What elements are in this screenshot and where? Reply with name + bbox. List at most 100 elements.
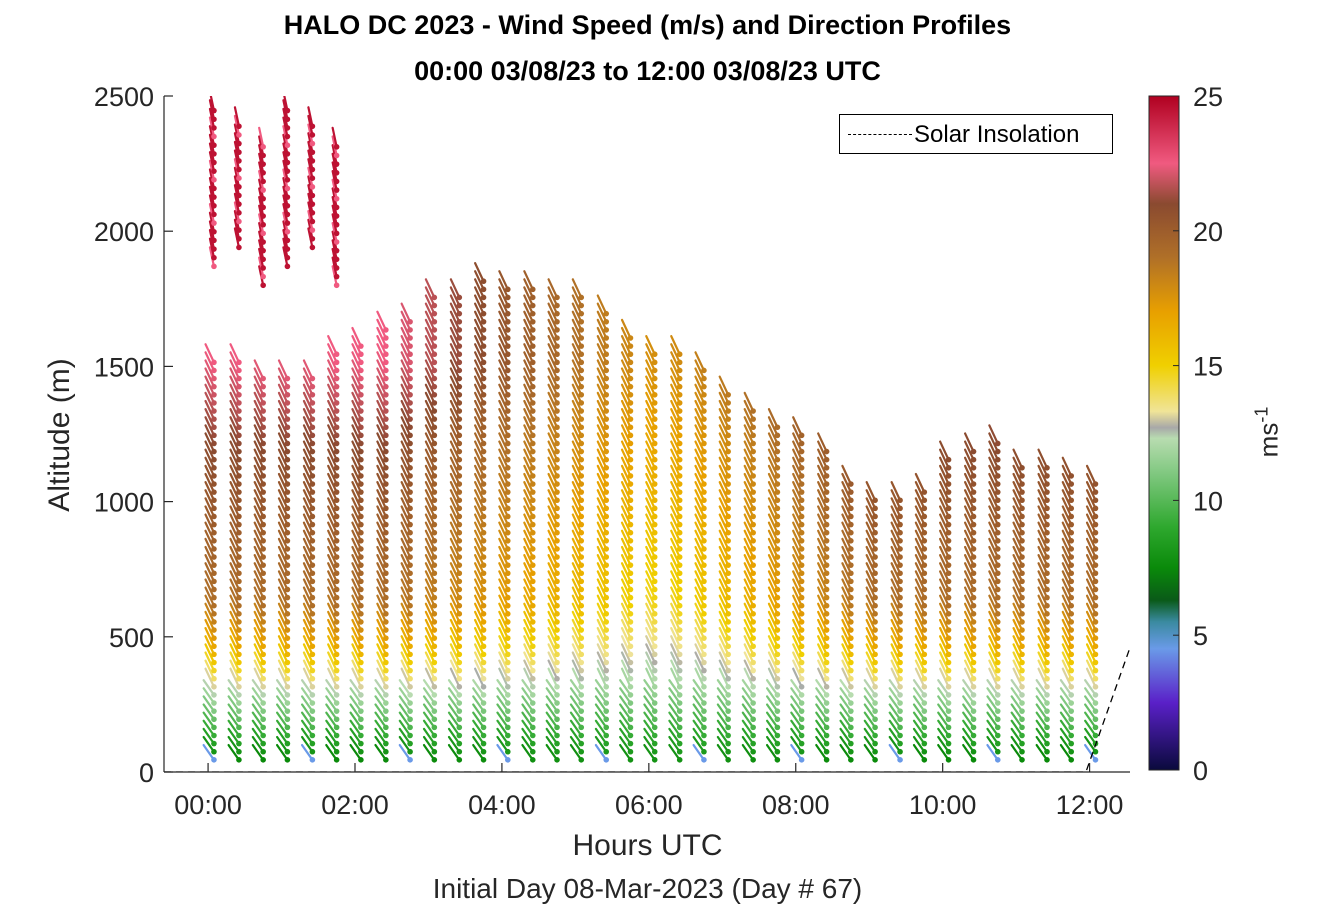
wind-barb-point — [823, 570, 830, 577]
wind-barb-point — [774, 692, 781, 698]
wind-barb — [498, 343, 509, 364]
wind-barb — [498, 318, 509, 340]
wind-barb-point — [774, 546, 781, 552]
wind-barb-point — [994, 708, 1001, 714]
wind-barb-point — [480, 465, 487, 471]
wind-barb-point — [333, 204, 340, 211]
wind-barb — [815, 687, 828, 705]
wind-barb-point — [1092, 489, 1099, 495]
wind-barb — [523, 610, 534, 632]
wind-barb — [963, 521, 975, 542]
wind-barb-point — [309, 611, 316, 617]
wind-barb — [229, 570, 241, 591]
wind-barb-point — [358, 497, 364, 504]
wind-barb — [331, 126, 338, 148]
wind-barb-point — [480, 554, 487, 560]
wind-barb — [939, 513, 950, 534]
wind-barb — [523, 513, 534, 534]
wind-barb-point — [651, 351, 658, 358]
wind-barb — [424, 521, 436, 542]
wind-barb — [767, 667, 779, 688]
wind-barb-point — [578, 692, 585, 698]
wind-barb-point — [1092, 570, 1099, 577]
wind-barb — [204, 562, 216, 583]
wind-barb-point — [554, 481, 560, 487]
wind-barb — [300, 695, 314, 713]
wind-barb-point — [798, 546, 805, 552]
wind-barb-point — [554, 391, 560, 398]
wind-barb — [743, 618, 755, 640]
wind-barb-point — [774, 481, 781, 487]
wind-barb — [718, 416, 730, 437]
wind-barb — [865, 618, 877, 640]
wind-barb — [988, 481, 999, 502]
wind-barb-point — [236, 757, 242, 763]
wind-barb-point — [1019, 505, 1025, 512]
wind-barb — [1085, 513, 1097, 534]
wind-barb — [523, 618, 534, 640]
wind-barb — [815, 711, 828, 729]
wind-barb-point — [504, 724, 511, 731]
wind-barb-point — [358, 748, 364, 755]
wind-barb — [645, 578, 656, 599]
wind-barb-point — [627, 481, 634, 487]
wind-barb — [620, 627, 632, 648]
wind-barb-point — [383, 497, 389, 504]
wind-barb — [400, 562, 412, 583]
wind-barb — [963, 513, 975, 534]
y-tick-label: 500 — [109, 623, 154, 653]
wind-barb — [914, 521, 926, 542]
wind-barb-point — [211, 757, 217, 763]
wind-barb-point — [456, 684, 463, 690]
wind-barb-point — [701, 716, 707, 723]
wind-barb-point — [504, 400, 511, 406]
wind-barb — [204, 521, 216, 542]
wind-barb — [767, 529, 779, 551]
wind-barb — [229, 481, 241, 502]
wind-barb — [400, 343, 412, 364]
wind-barb — [277, 545, 289, 567]
wind-barb — [692, 727, 706, 745]
wind-barb — [523, 408, 534, 429]
wind-barb — [1010, 719, 1024, 737]
wind-barb — [204, 456, 216, 478]
wind-barb — [424, 505, 436, 526]
wind-barb-point — [554, 448, 560, 455]
wind-barb — [449, 375, 461, 396]
wind-barb-point — [578, 424, 585, 431]
wind-barb — [547, 594, 559, 615]
wind-barb-point — [260, 748, 266, 755]
wind-barb — [327, 651, 338, 672]
wind-barb-point — [358, 400, 364, 406]
wind-barb — [398, 687, 412, 705]
wind-barb — [523, 578, 534, 599]
wind-barb — [327, 399, 338, 421]
wind-profile-column — [422, 278, 438, 763]
wind-barb-point — [578, 327, 585, 333]
wind-barb — [523, 440, 534, 461]
wind-barb — [202, 679, 216, 697]
wind-barb-point — [284, 505, 291, 512]
wind-barb-point — [456, 692, 463, 698]
wind-barb — [473, 335, 485, 356]
wind-barb — [523, 537, 534, 559]
wind-barb — [741, 727, 755, 745]
wind-barb-point — [504, 473, 511, 479]
wind-barb — [912, 703, 926, 721]
wind-barb — [914, 570, 926, 591]
wind-barb — [523, 635, 534, 656]
wind-barb — [327, 416, 338, 437]
wind-barb — [204, 610, 216, 632]
wind-barb-point — [236, 692, 242, 698]
wind-barb-point — [211, 408, 217, 414]
wind-barb — [963, 432, 975, 453]
wind-barb — [302, 367, 314, 388]
wind-barb-point — [627, 643, 634, 650]
wind-barb-point — [407, 456, 413, 463]
wind-barb — [594, 703, 608, 721]
wind-barb-point — [823, 489, 830, 495]
wind-barb — [571, 294, 583, 315]
wind-barb-point — [504, 675, 511, 682]
wind-barb-point — [529, 310, 536, 317]
wind-barb — [645, 618, 656, 640]
